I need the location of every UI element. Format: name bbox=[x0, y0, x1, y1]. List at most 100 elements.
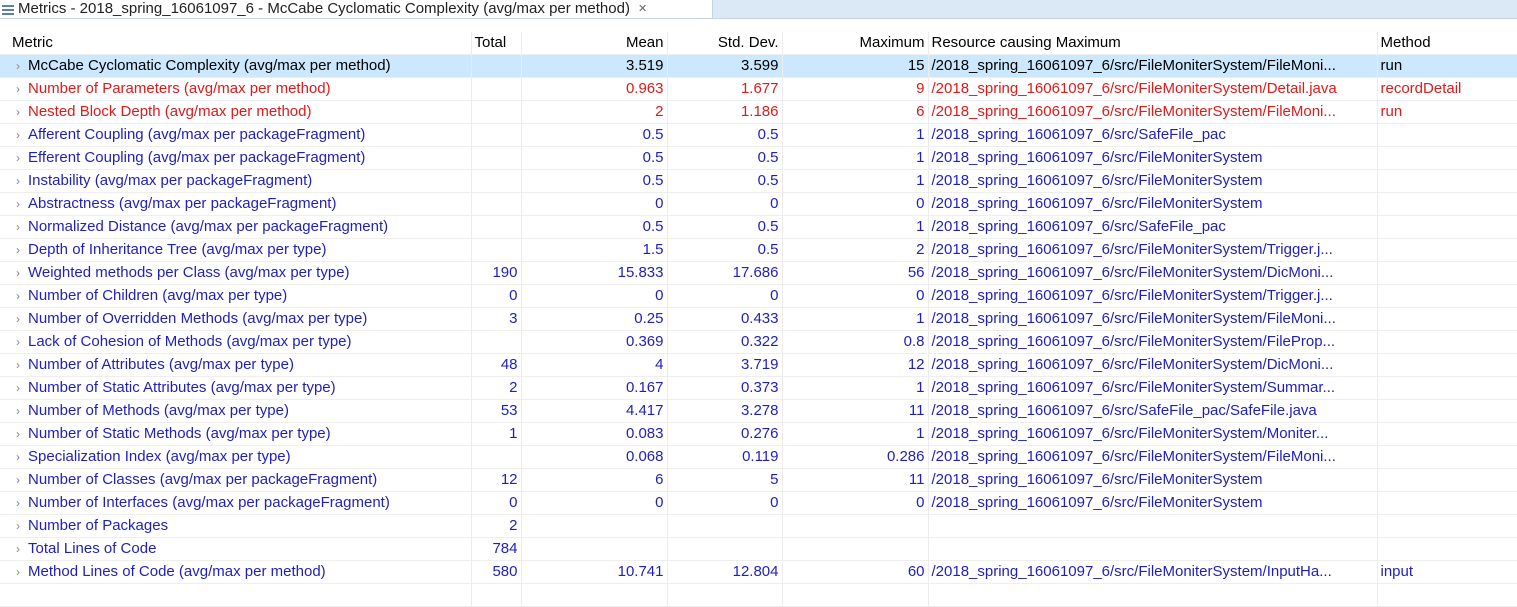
metrics-view-icon bbox=[2, 3, 14, 15]
total-cell bbox=[471, 238, 522, 262]
metric-cell: › Total Lines of Code bbox=[0, 537, 472, 561]
total-cell: 190 bbox=[471, 261, 522, 285]
mean-cell: 2 bbox=[521, 100, 668, 124]
table-row[interactable]: › Efferent Coupling (avg/max per packageF… bbox=[0, 146, 1517, 170]
mean-cell: 0 bbox=[521, 491, 668, 515]
table-row[interactable]: › Number of Methods (avg/max per type) 53 4… bbox=[0, 399, 1517, 423]
table-row[interactable]: › Method Lines of Code (avg/max per metho… bbox=[0, 560, 1517, 584]
table-row[interactable]: › Weighted methods per Class (avg/max per… bbox=[0, 261, 1517, 285]
mean-cell: 15.833 bbox=[521, 261, 668, 285]
column-header-metric[interactable]: Metric bbox=[0, 32, 472, 55]
chevron-right-icon[interactable]: › bbox=[16, 59, 20, 73]
metric-cell: › Afferent Coupling (avg/max per packageF… bbox=[0, 123, 472, 147]
table-row[interactable]: › Number of Static Attributes (avg/max pe… bbox=[0, 376, 1517, 400]
std-dev-cell: 0.5 bbox=[667, 146, 783, 170]
total-cell: 0 bbox=[471, 284, 522, 308]
table-row[interactable]: › Normalized Distance (avg/max per packag… bbox=[0, 215, 1517, 239]
close-icon[interactable]: ✕ bbox=[637, 3, 648, 15]
chevron-right-icon[interactable]: › bbox=[16, 542, 20, 556]
table-row[interactable]: › Depth of Inheritance Tree (avg/max per … bbox=[0, 238, 1517, 262]
chevron-right-icon[interactable]: › bbox=[16, 289, 20, 303]
resource-cell bbox=[928, 514, 1378, 538]
chevron-right-icon[interactable]: › bbox=[16, 197, 20, 211]
chevron-right-icon[interactable]: › bbox=[16, 220, 20, 234]
view-tab-bar: Metrics - 2018_spring_16061097_6 - McCab… bbox=[0, 0, 1517, 19]
table-row[interactable]: › Total Lines of Code 784 bbox=[0, 537, 1517, 561]
metric-label: Method Lines of Code (avg/max per method… bbox=[28, 563, 326, 580]
maximum-cell: 1 bbox=[782, 307, 929, 331]
std-dev-cell: 0.5 bbox=[667, 123, 783, 147]
metric-label: Specialization Index (avg/max per type) bbox=[28, 448, 291, 465]
resource-cell: /2018_spring_16061097_6/src/FileMoniterS… bbox=[928, 491, 1378, 515]
method-cell bbox=[1377, 537, 1517, 561]
chevron-right-icon[interactable]: › bbox=[16, 450, 20, 464]
table-row[interactable]: › Number of Interfaces (avg/max per packa… bbox=[0, 491, 1517, 515]
total-cell bbox=[471, 123, 522, 147]
chevron-right-icon[interactable]: › bbox=[16, 105, 20, 119]
column-header-std-dev[interactable]: Std. Dev. bbox=[667, 32, 783, 55]
table-row[interactable]: › Abstractness (avg/max per packageFragme… bbox=[0, 192, 1517, 216]
column-header-mean[interactable]: Mean bbox=[521, 32, 668, 55]
metric-cell: › Number of Children (avg/max per type) bbox=[0, 284, 472, 308]
column-header-total[interactable]: Total bbox=[471, 32, 522, 55]
mean-cell: 0.083 bbox=[521, 422, 668, 446]
mean-cell: 0.5 bbox=[521, 146, 668, 170]
column-header-resource[interactable]: Resource causing Maximum bbox=[928, 32, 1378, 55]
resource-cell: /2018_spring_16061097_6/src/FileMoniterS… bbox=[928, 100, 1378, 124]
chevron-right-icon[interactable]: › bbox=[16, 565, 20, 579]
chevron-right-icon[interactable]: › bbox=[16, 312, 20, 326]
maximum-cell bbox=[782, 514, 929, 538]
table-row[interactable]: › Specialization Index (avg/max per type)… bbox=[0, 445, 1517, 469]
mean-cell: 0.068 bbox=[521, 445, 668, 469]
chevron-right-icon[interactable]: › bbox=[16, 335, 20, 349]
metric-label: Nested Block Depth (avg/max per method) bbox=[28, 103, 312, 120]
mean-cell: 0.5 bbox=[521, 123, 668, 147]
std-dev-cell: 0.5 bbox=[667, 238, 783, 262]
table-row[interactable]: › Lack of Cohesion of Methods (avg/max pe… bbox=[0, 330, 1517, 354]
table-row[interactable]: › Number of Children (avg/max per type) 0 0… bbox=[0, 284, 1517, 308]
chevron-right-icon[interactable]: › bbox=[16, 358, 20, 372]
chevron-right-icon[interactable]: › bbox=[16, 519, 20, 533]
table-row[interactable]: › Nested Block Depth (avg/max per method)… bbox=[0, 100, 1517, 124]
table-row[interactable]: › Number of Parameters (avg/max per metho… bbox=[0, 77, 1517, 101]
table-row[interactable]: › Instability (avg/max per packageFragmen… bbox=[0, 169, 1517, 193]
chevron-right-icon[interactable]: › bbox=[16, 381, 20, 395]
maximum-cell: 0.286 bbox=[782, 445, 929, 469]
table-row[interactable]: › Number of Overridden Methods (avg/max p… bbox=[0, 307, 1517, 331]
chevron-right-icon[interactable]: › bbox=[16, 404, 20, 418]
chevron-right-icon[interactable]: › bbox=[16, 128, 20, 142]
chevron-right-icon[interactable]: › bbox=[16, 82, 20, 96]
chevron-right-icon[interactable]: › bbox=[16, 243, 20, 257]
metric-cell: › Number of Methods (avg/max per type) bbox=[0, 399, 472, 423]
metric-label: Afferent Coupling (avg/max per packageFr… bbox=[28, 126, 366, 143]
table-row[interactable]: › Number of Attributes (avg/max per type)… bbox=[0, 353, 1517, 377]
metric-label: Normalized Distance (avg/max per package… bbox=[28, 218, 389, 235]
total-cell bbox=[471, 445, 522, 469]
table-row[interactable]: › Number of Packages 2 bbox=[0, 514, 1517, 538]
metric-cell: › Number of Static Attributes (avg/max pe… bbox=[0, 376, 472, 400]
metrics-view-tab[interactable]: Metrics - 2018_spring_16061097_6 - McCab… bbox=[0, 0, 713, 18]
chevron-right-icon[interactable]: › bbox=[16, 266, 20, 280]
empty-cell bbox=[471, 583, 522, 607]
method-cell bbox=[1377, 399, 1517, 423]
total-cell: 12 bbox=[471, 468, 522, 492]
table-row[interactable]: › Number of Static Methods (avg/max per t… bbox=[0, 422, 1517, 446]
metric-cell: › Depth of Inheritance Tree (avg/max per … bbox=[0, 238, 472, 262]
chevron-right-icon[interactable]: › bbox=[16, 174, 20, 188]
chevron-right-icon[interactable]: › bbox=[16, 473, 20, 487]
metric-cell: › Number of Static Methods (avg/max per t… bbox=[0, 422, 472, 446]
resource-cell: /2018_spring_16061097_6/src/SafeFile_pac… bbox=[928, 399, 1378, 423]
chevron-right-icon[interactable]: › bbox=[16, 427, 20, 441]
total-cell: 2 bbox=[471, 514, 522, 538]
maximum-cell: 9 bbox=[782, 77, 929, 101]
metric-cell: › Nested Block Depth (avg/max per method) bbox=[0, 100, 472, 124]
chevron-right-icon[interactable]: › bbox=[16, 151, 20, 165]
metric-cell: › Method Lines of Code (avg/max per metho… bbox=[0, 560, 472, 584]
chevron-right-icon[interactable]: › bbox=[16, 496, 20, 510]
table-row[interactable]: › Afferent Coupling (avg/max per packageF… bbox=[0, 123, 1517, 147]
table-row[interactable]: › McCabe Cyclomatic Complexity (avg/max p… bbox=[0, 54, 1517, 78]
table-row[interactable]: › Number of Classes (avg/max per packageF… bbox=[0, 468, 1517, 492]
column-header-method[interactable]: Method bbox=[1377, 32, 1517, 55]
column-header-maximum[interactable]: Maximum bbox=[782, 32, 929, 55]
maximum-cell: 56 bbox=[782, 261, 929, 285]
